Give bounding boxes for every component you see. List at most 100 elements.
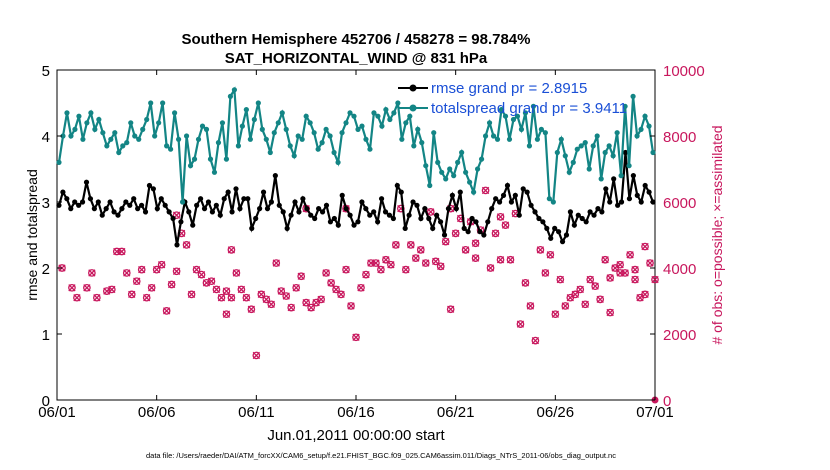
series-point-totalspread bbox=[311, 130, 317, 136]
obs-possible-marker bbox=[626, 250, 634, 259]
series-point-totalspread bbox=[116, 149, 122, 156]
series-point-rmse bbox=[615, 202, 621, 208]
series-point-totalspread bbox=[191, 156, 198, 162]
series-point-rmse bbox=[327, 219, 334, 225]
series-point-totalspread bbox=[423, 163, 429, 169]
obs-assimilated-marker bbox=[118, 247, 126, 256]
series-point-rmse bbox=[382, 209, 389, 215]
obs-possible-marker bbox=[411, 254, 420, 262]
obs-possible-marker bbox=[167, 280, 176, 289]
series-point-rmse bbox=[437, 219, 444, 225]
series-point-rmse bbox=[64, 196, 70, 202]
obs-possible-marker bbox=[596, 295, 605, 304]
series-point-totalspread bbox=[355, 126, 361, 132]
series-point-totalspread bbox=[578, 143, 584, 149]
series-point-totalspread bbox=[630, 93, 636, 99]
series-point-rmse bbox=[634, 192, 640, 198]
series-point-rmse bbox=[276, 202, 282, 208]
y2-tick-label: 8000 bbox=[663, 129, 696, 146]
obs-possible-marker bbox=[162, 307, 171, 315]
obs-assimilated-marker bbox=[73, 294, 81, 302]
obs-assimilated-marker bbox=[606, 308, 614, 317]
series-point-totalspread bbox=[136, 136, 142, 142]
series-point-totalspread bbox=[638, 126, 644, 132]
series-point-totalspread bbox=[195, 136, 202, 142]
series-point-totalspread bbox=[582, 140, 588, 146]
series-point-totalspread bbox=[518, 126, 525, 132]
series-point-rmse bbox=[158, 196, 164, 202]
series-point-totalspread bbox=[108, 136, 114, 142]
series-point-totalspread bbox=[235, 143, 241, 149]
obs-possible-marker bbox=[641, 290, 649, 299]
obs-possible-marker bbox=[217, 293, 226, 302]
series-point-rmse bbox=[548, 235, 554, 241]
series-point-rmse bbox=[343, 206, 349, 212]
obs-assimilated-marker bbox=[372, 259, 380, 267]
series-point-rmse bbox=[378, 196, 385, 202]
series-point-totalspread bbox=[474, 166, 481, 172]
series-point-rmse bbox=[642, 182, 648, 189]
obs-possible-marker bbox=[157, 260, 166, 269]
obs-possible-marker bbox=[377, 265, 385, 274]
series-point-totalspread bbox=[140, 126, 146, 132]
y2-axis-label: # of obs: o=possible; ×=assimilated bbox=[709, 125, 725, 344]
series-point-totalspread bbox=[152, 133, 158, 139]
series-point-totalspread bbox=[120, 143, 126, 149]
series-point-totalspread bbox=[455, 159, 461, 165]
series-point-rmse bbox=[142, 209, 149, 215]
series-point-totalspread bbox=[646, 123, 652, 129]
obs-assimilated-marker bbox=[342, 265, 350, 274]
series-point-totalspread bbox=[482, 133, 489, 139]
obs-assimilated-marker bbox=[561, 302, 569, 310]
series-point-rmse bbox=[127, 202, 133, 208]
series-point-totalspread bbox=[88, 110, 94, 116]
series-point-totalspread bbox=[411, 143, 417, 149]
obs-assimilated-marker bbox=[506, 256, 515, 264]
series-point-rmse bbox=[213, 202, 219, 208]
series-point-totalspread bbox=[315, 146, 321, 152]
series-point-rmse bbox=[469, 215, 475, 222]
series-point-totalspread bbox=[590, 143, 596, 149]
obs-assimilated-marker bbox=[601, 256, 609, 264]
series-point-totalspread bbox=[291, 153, 297, 159]
y2-tick-label: 6000 bbox=[663, 195, 696, 212]
series-point-rmse bbox=[201, 206, 208, 212]
obs-assimilated-marker bbox=[596, 295, 604, 304]
series-point-rmse bbox=[481, 232, 487, 238]
obs-assimilated-marker bbox=[387, 261, 395, 269]
obs-assimilated-marker bbox=[651, 275, 659, 284]
series-point-rmse bbox=[174, 242, 180, 248]
obs-assimilated-marker bbox=[207, 277, 216, 285]
series-point-rmse bbox=[371, 209, 377, 215]
obs-assimilated-marker bbox=[297, 272, 305, 280]
series-point-rmse bbox=[441, 232, 448, 238]
obs-possible-marker bbox=[222, 310, 231, 319]
series-point-rmse bbox=[304, 206, 310, 212]
obs-assimilated-marker bbox=[551, 310, 559, 318]
series-point-rmse bbox=[414, 202, 420, 208]
obs-assimilated-marker bbox=[138, 265, 146, 274]
obs-possible-marker bbox=[122, 269, 131, 277]
obs-possible-marker bbox=[576, 285, 585, 294]
series-point-totalspread bbox=[606, 143, 612, 149]
x-tick-labels: 06/01 06/06 06/11 06/16 06/21 06/26 07/01 bbox=[38, 404, 674, 421]
series-point-rmse bbox=[473, 219, 479, 225]
series-point-totalspread bbox=[478, 156, 485, 162]
series-point-rmse bbox=[260, 189, 267, 195]
y2-tick-labels: 0 2000 4000 6000 8000 10000 bbox=[663, 63, 705, 410]
obs-assimilated-marker bbox=[452, 229, 460, 238]
series-point-rmse bbox=[394, 182, 400, 189]
obs-assimilated-marker bbox=[491, 229, 500, 238]
obs-possible-marker bbox=[606, 274, 615, 282]
series-point-totalspread bbox=[295, 133, 301, 139]
obs-assimilated-marker bbox=[521, 279, 530, 287]
series-point-totalspread bbox=[447, 166, 453, 172]
obs-possible-marker bbox=[88, 269, 96, 277]
y2-tick-label: 0 bbox=[663, 393, 671, 410]
series-point-rmse bbox=[91, 206, 97, 212]
tick-marks bbox=[56, 69, 656, 401]
obs-possible-marker bbox=[506, 255, 515, 264]
series-point-rmse bbox=[493, 196, 499, 202]
obs-possible-marker bbox=[287, 303, 296, 312]
series-point-totalspread bbox=[494, 136, 501, 142]
